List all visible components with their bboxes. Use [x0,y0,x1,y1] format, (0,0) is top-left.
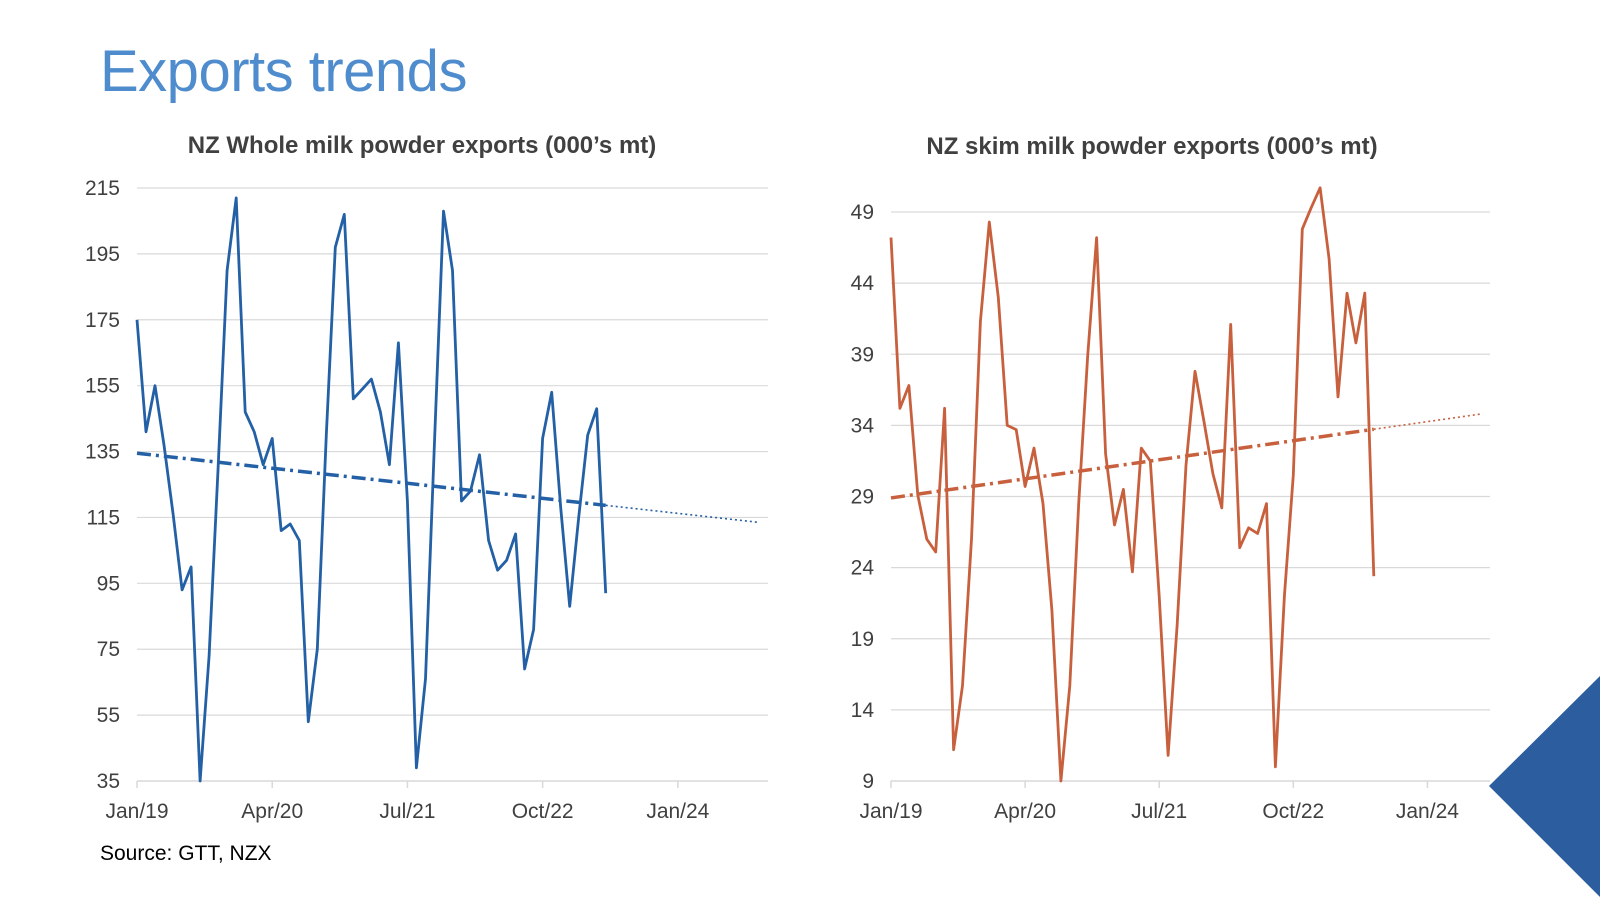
smp-y-tick-label: 44 [851,272,875,295]
wmp-y-tick-label: 175 [85,309,120,332]
smp-y-tick-label: 49 [851,201,874,224]
wmp-chart: NZ Whole milk powder exports (000’s mt) 3… [85,132,768,823]
smp-x-tick-label: Jul/21 [1131,800,1187,823]
wmp-x-tick-label: Jan/24 [646,800,709,823]
smp-x-tick-label: Apr/20 [994,800,1056,823]
smp-y-tick-label: 14 [851,699,875,722]
wmp-y-tick-label: 35 [97,770,120,793]
corner-decoration [1489,676,1600,897]
wmp-y-tick-label: 55 [97,704,120,727]
wmp-x-tick-label: Jul/21 [379,800,435,823]
wmp-x-tick-label: Apr/20 [241,800,303,823]
smp-chart: NZ skim milk powder exports (000’s mt) 9 1… [851,133,1490,823]
smp-y-tick-label: 34 [851,414,875,437]
smp-x-tick-label: Oct/22 [1262,800,1324,823]
wmp-x-tick-label: Oct/22 [512,800,574,823]
wmp-y-tick-label: 95 [97,572,120,595]
smp-y-tick-label: 19 [851,628,874,651]
smp-chart-title: NZ skim milk powder exports (000’s mt) [926,133,1377,160]
wmp-series-line [135,196,608,783]
smp-series-line [889,186,1376,783]
source-note: Source: GTT, NZX [100,842,272,865]
slide-title: Exports trends [100,39,467,104]
smp-y-tick-label: 9 [862,770,874,793]
smp-x-tick-label: Jan/24 [1396,800,1459,823]
smp-trendline-forecast [1373,413,1482,431]
smp-y-tick-label: 24 [851,557,875,580]
wmp-chart-title: NZ Whole milk powder exports (000’s mt) [188,132,657,159]
wmp-trendline [136,451,606,508]
wmp-y-tick-label: 135 [85,441,120,464]
smp-y-tick-label: 39 [851,343,874,366]
smp-trendline [890,427,1375,500]
wmp-y-tick-label: 195 [85,243,120,266]
smp-x-tick-label: Jan/19 [859,800,922,823]
smp-y-tick-label: 29 [851,486,874,509]
wmp-x-tick-label: Jan/19 [105,800,168,823]
wmp-y-tick-label: 155 [85,375,120,398]
wmp-y-tick-label: 75 [97,638,120,661]
wmp-trendline-forecast [605,504,760,524]
wmp-y-tick-label: 215 [85,177,120,200]
wmp-y-tick-label: 115 [87,506,120,529]
